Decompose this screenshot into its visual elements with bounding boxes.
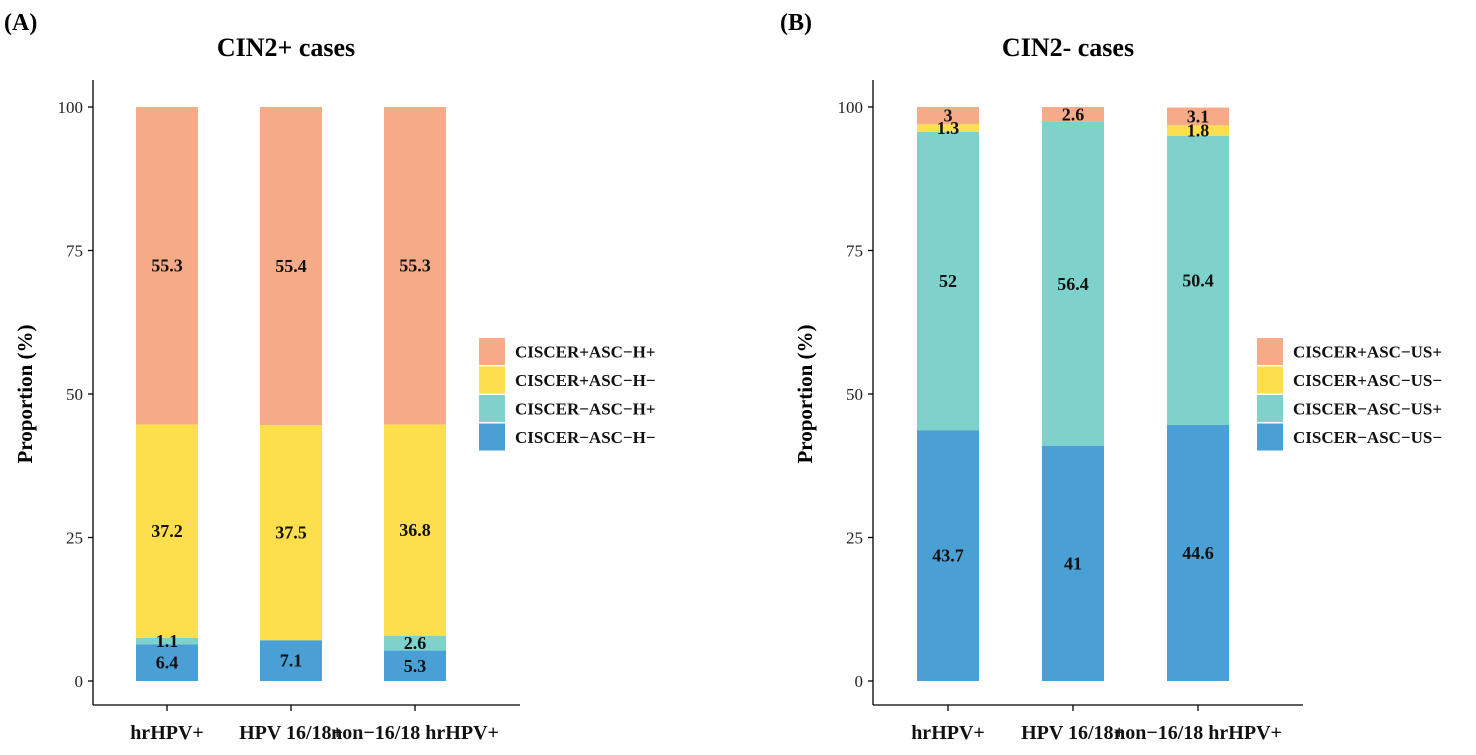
bar-segment — [1167, 125, 1229, 136]
bar-segment — [1167, 135, 1229, 425]
bar-segment — [260, 107, 322, 425]
bar-segment — [384, 107, 446, 425]
panel-a-chart: (A) CIN2+ cases 0 25 50 75 100 Proportion (%) hr… — [4, 10, 656, 744]
bar-segment — [1042, 445, 1104, 681]
bar-segment — [384, 635, 446, 651]
bar-value-label: 7.1 — [280, 651, 303, 671]
bar-value-label: 55.4 — [275, 256, 307, 276]
legend-swatch — [479, 395, 505, 422]
bar-segment — [1167, 424, 1229, 681]
x-tick-label: hrHPV+ — [130, 722, 204, 744]
bar-segment — [917, 124, 979, 132]
bar-value-label: 1.3 — [937, 118, 960, 138]
bar-value-label: 55.3 — [399, 256, 431, 276]
legend-label: CISCER−ASC−H+ — [515, 400, 656, 419]
legend-label: CISCER−ASC−H− — [515, 428, 656, 447]
bar-segment — [260, 424, 322, 641]
bar-segment — [1042, 121, 1104, 446]
bar-value-label: 37.5 — [275, 523, 307, 543]
bar-value-label: 5.3 — [404, 656, 427, 676]
bar-value-label: 56.4 — [1057, 274, 1089, 294]
y-tick-label: 25 — [66, 529, 83, 548]
bar-value-label: 37.2 — [151, 521, 183, 541]
bar-value-label: 2.6 — [404, 633, 427, 653]
bar-segment — [917, 107, 979, 125]
panel-label: (A) — [4, 10, 37, 36]
bar-value-label: 36.8 — [399, 520, 431, 540]
legend-label: CISCER+ASC−H+ — [515, 343, 656, 362]
x-tick-label: non−16/18 hrHPV+ — [331, 722, 499, 744]
x-tick-label: non−16/18 hrHPV+ — [1114, 722, 1282, 744]
bar-segment — [1042, 107, 1104, 122]
y-tick-label: 0 — [75, 672, 84, 691]
panel-b-chart: (B) CIN2- cases 0 25 50 75 100 Proportion (%) hr… — [780, 10, 1442, 744]
bar-segment — [1167, 107, 1229, 126]
legend-swatch — [479, 423, 505, 451]
y-axis-label: Proportion (%) — [13, 324, 37, 463]
bar-segment — [260, 640, 322, 681]
legend-swatch — [479, 338, 505, 365]
y-tick-label: 50 — [846, 385, 863, 404]
bar-value-label: 2.6 — [1062, 104, 1085, 124]
legend-label: CISCER−ASC−US+ — [1293, 400, 1442, 419]
legend-label: CISCER+ASC−US+ — [1293, 343, 1442, 362]
y-axis-label: Proportion (%) — [793, 324, 817, 463]
chart-title: CIN2- cases — [1002, 33, 1134, 62]
y-tick-label: 75 — [846, 242, 863, 261]
y-tick-label: 50 — [66, 385, 83, 404]
legend-swatch — [1257, 338, 1283, 365]
legend-swatch — [1257, 423, 1283, 451]
bar-value-label: 3 — [944, 106, 953, 126]
y-tick-label: 25 — [846, 529, 863, 548]
bar-segment — [384, 650, 446, 681]
bar-value-label: 41 — [1064, 553, 1082, 573]
y-tick-label: 100 — [838, 98, 864, 117]
bar-segment — [136, 644, 198, 681]
y-tick-label: 75 — [66, 242, 83, 261]
legend-label: CISCER+ASC−H− — [515, 371, 656, 390]
bar-value-label: 52 — [939, 271, 957, 291]
legend-label: CISCER+ASC−US− — [1293, 371, 1442, 390]
bar-segment — [136, 107, 198, 425]
legend-swatch — [479, 366, 505, 394]
bar-segment — [917, 430, 979, 681]
bar-value-label: 55.3 — [151, 256, 183, 276]
x-tick-label: hrHPV+ — [911, 722, 985, 744]
x-tick-label: HPV 16/18+ — [239, 722, 343, 744]
x-tick-label: HPV 16/18+ — [1021, 722, 1125, 744]
legend-swatch — [1257, 366, 1283, 394]
panel-label: (B) — [780, 10, 812, 36]
bar-segment — [917, 131, 979, 431]
y-tick-label: 0 — [855, 672, 864, 691]
chart-title: CIN2+ cases — [217, 33, 355, 62]
legend-swatch — [1257, 395, 1283, 422]
bar-value-label: 1.8 — [1187, 121, 1210, 141]
y-tick-label: 100 — [58, 98, 84, 117]
bar-value-label: 44.6 — [1182, 543, 1214, 563]
legend-label: CISCER−ASC−US− — [1293, 428, 1442, 447]
bar-value-label: 50.4 — [1182, 270, 1214, 290]
bar-value-label: 43.7 — [932, 546, 964, 566]
bar-value-label: 3.1 — [1187, 106, 1210, 126]
bar-segment — [136, 637, 198, 645]
bar-segment — [384, 424, 446, 636]
bar-segment — [136, 424, 198, 638]
bar-value-label: 6.4 — [156, 653, 179, 673]
bar-value-label: 1.1 — [156, 631, 179, 651]
